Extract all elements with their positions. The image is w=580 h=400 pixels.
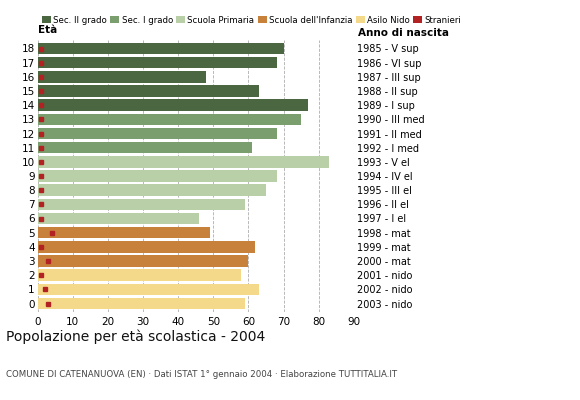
Bar: [38, 43, 284, 54]
Bar: [38, 255, 248, 267]
Bar: [38, 227, 210, 238]
Bar: [38, 184, 266, 196]
Bar: [38, 213, 200, 224]
Bar: [38, 85, 259, 97]
Bar: [38, 71, 206, 83]
Bar: [38, 269, 241, 281]
Bar: [38, 198, 245, 210]
Bar: [38, 128, 277, 139]
Text: Popolazione per età scolastica - 2004: Popolazione per età scolastica - 2004: [6, 330, 265, 344]
Text: Anno di nascita: Anno di nascita: [358, 28, 449, 38]
Bar: [38, 142, 252, 154]
Text: Età: Età: [38, 24, 57, 34]
Bar: [38, 298, 245, 309]
Legend: Sec. II grado, Sec. I grado, Scuola Primaria, Scuola dell'Infanzia, Asilo Nido, : Sec. II grado, Sec. I grado, Scuola Prim…: [42, 16, 462, 25]
Bar: [38, 156, 329, 168]
Bar: [38, 241, 255, 253]
Text: COMUNE DI CATENANUOVA (EN) · Dati ISTAT 1° gennaio 2004 · Elaborazione TUTTITALI: COMUNE DI CATENANUOVA (EN) · Dati ISTAT …: [6, 370, 397, 379]
Bar: [38, 170, 277, 182]
Bar: [38, 57, 277, 68]
Bar: [38, 114, 301, 125]
Bar: [38, 284, 259, 295]
Bar: [38, 99, 308, 111]
